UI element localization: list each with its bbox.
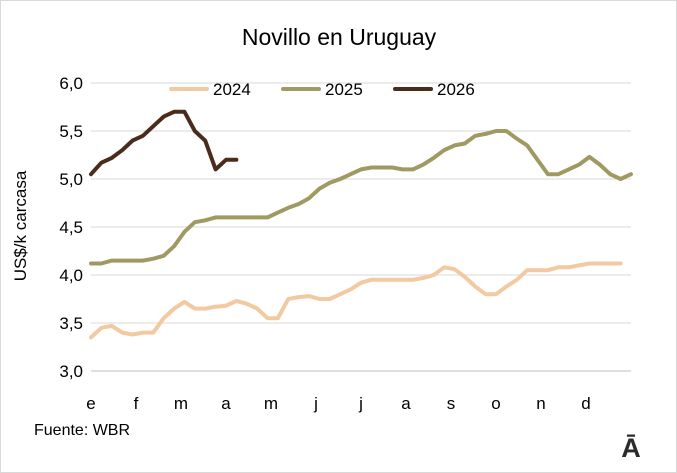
y-tick-label: 6,0 [59, 74, 83, 93]
x-tick-label: s [447, 394, 456, 413]
x-tick-label: m [174, 394, 188, 413]
x-tick-label: d [581, 394, 590, 413]
legend-label-2024: 2024 [213, 80, 251, 99]
x-tick-label: m [264, 394, 278, 413]
series-line-2025 [89, 129, 633, 266]
y-tick-labels: 3,0 3,5 4,0 4,5 5,0 5,5 6,0 [59, 74, 83, 381]
legend-label-2026: 2026 [437, 80, 475, 99]
y-tick-label: 3,0 [59, 362, 83, 381]
legend-label-2025: 2025 [325, 80, 363, 99]
x-tick-label: o [491, 394, 500, 413]
chart-title: Novillo en Uruguay [242, 24, 437, 50]
brand-logo: Ā [621, 433, 641, 463]
y-tick-label: 3,5 [59, 314, 83, 333]
source-note: Fuente: WBR [34, 422, 130, 439]
x-tick-label: a [221, 394, 231, 413]
legend: 2024 2025 2026 [169, 80, 475, 99]
x-tick-label: e [86, 394, 95, 413]
series-line-2024 [89, 261, 623, 340]
x-tick-label: a [401, 394, 411, 413]
y-tick-label: 4,5 [59, 218, 83, 237]
series-lines [89, 109, 633, 340]
x-tick-label: f [134, 394, 139, 413]
y-axis-title: US$/k carcasa [11, 170, 30, 281]
y-tick-label: 4,0 [59, 266, 83, 285]
x-tick-label: j [313, 394, 318, 413]
x-tick-label: j [358, 394, 363, 413]
series-line-2026 [89, 109, 239, 177]
y-tick-label: 5,0 [59, 170, 83, 189]
x-tick-label: n [536, 394, 545, 413]
y-tick-label: 5,5 [59, 122, 83, 141]
gridlines [91, 82, 631, 372]
